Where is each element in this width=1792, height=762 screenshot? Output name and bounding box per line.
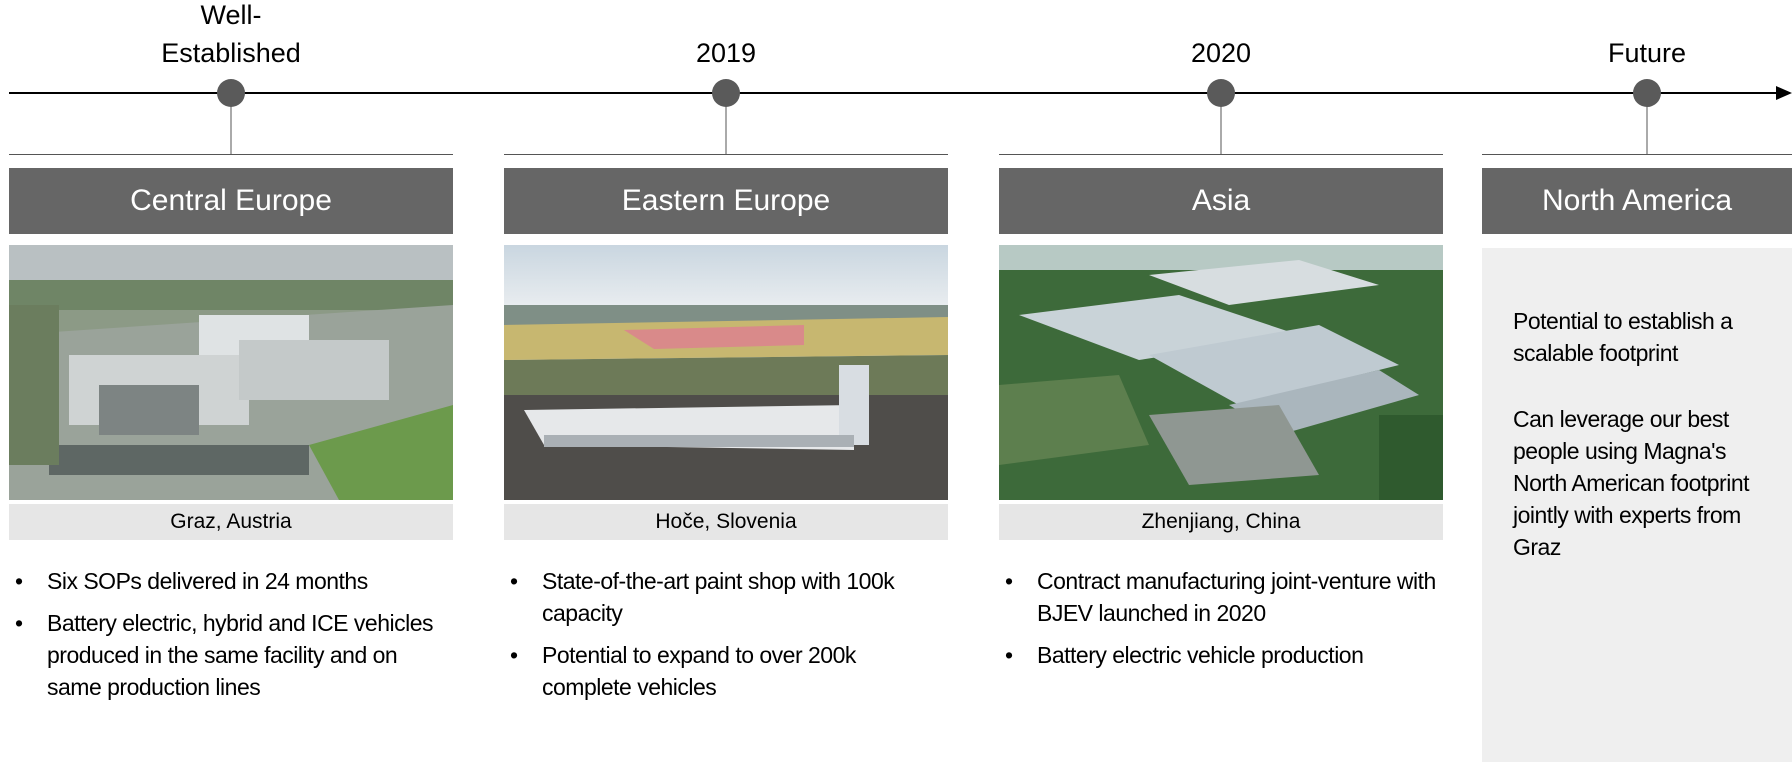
milestone-text: Well-Established bbox=[161, 0, 301, 68]
bullet: Six SOPs delivered in 24 months bbox=[9, 565, 453, 597]
region-header: North America bbox=[1482, 168, 1792, 234]
milestone-text: Future bbox=[1607, 38, 1687, 68]
bullet: State-of-the-art paint shop with 100k ca… bbox=[504, 565, 948, 629]
bullet: Potential to expand to over 200k complet… bbox=[504, 639, 948, 703]
milestone-label: 2020 bbox=[1121, 34, 1321, 72]
bullet: Battery electric vehicle production bbox=[999, 639, 1443, 671]
bullet: Contract manufacturing joint-venture wit… bbox=[999, 565, 1443, 629]
rule bbox=[999, 154, 1443, 155]
photo bbox=[999, 245, 1443, 500]
timeline-dots bbox=[217, 79, 1661, 107]
milestone-label: Well-Established bbox=[131, 0, 331, 72]
photo-caption: Hoče, Slovenia bbox=[504, 504, 948, 540]
milestone-label: 2019 bbox=[626, 34, 826, 72]
connectors bbox=[230, 93, 1648, 154]
bullet-list: Six SOPs delivered in 24 months Battery e… bbox=[9, 565, 453, 713]
rule bbox=[504, 154, 948, 155]
milestone-text: 2019 bbox=[695, 38, 757, 68]
region-header: Eastern Europe bbox=[504, 168, 948, 234]
region-header: Asia bbox=[999, 168, 1443, 234]
region-header: Central Europe bbox=[9, 168, 453, 234]
rule bbox=[1482, 154, 1792, 155]
bullet-list: Contract manufacturing joint-venture wit… bbox=[999, 565, 1443, 681]
bullet-list: State-of-the-art paint shop with 100k ca… bbox=[504, 565, 948, 713]
timeline bbox=[9, 79, 1792, 154]
milestone-label: Future bbox=[1547, 34, 1747, 72]
arrow-head bbox=[1776, 86, 1792, 100]
photo-caption: Zhenjiang, China bbox=[999, 504, 1443, 540]
paragraph: Can leverage our best people using Magna… bbox=[1513, 406, 1750, 560]
photo bbox=[504, 245, 948, 500]
milestone-text: 2020 bbox=[1190, 38, 1252, 68]
rule bbox=[9, 154, 453, 155]
bullet: Battery electric, hybrid and ICE vehicle… bbox=[9, 607, 453, 703]
photo-caption: Graz, Austria bbox=[9, 504, 453, 540]
future-panel: Potential to establish a scalable footpr… bbox=[1482, 248, 1792, 762]
photo bbox=[9, 245, 453, 500]
paragraph: Potential to establish a scalable footpr… bbox=[1513, 308, 1733, 366]
